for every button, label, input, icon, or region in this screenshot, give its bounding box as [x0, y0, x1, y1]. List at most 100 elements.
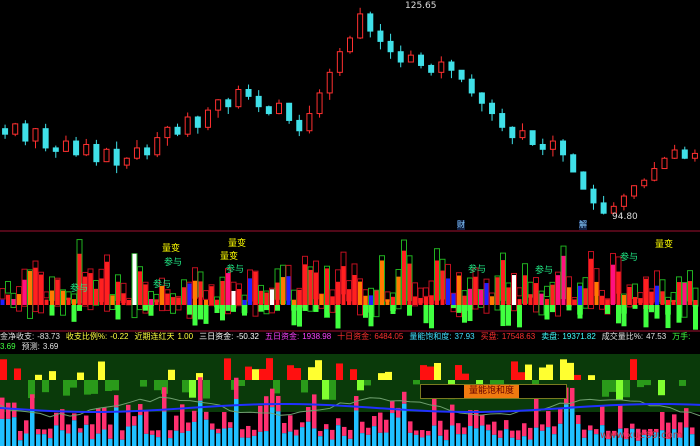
- event-marker[interactable]: 财: [457, 220, 465, 230]
- annotation: 参与: [226, 265, 245, 275]
- pink-bar: [384, 419, 389, 433]
- volume-bar: [578, 285, 582, 305]
- cyan-bar: [510, 437, 515, 446]
- cyan-bar: [144, 433, 149, 446]
- candle-body: [357, 13, 364, 39]
- cyan-bar: [120, 439, 125, 446]
- volume-bar: [594, 281, 599, 305]
- flow-bar: [245, 366, 252, 380]
- outline-bar: [5, 280, 11, 294]
- flow-bar: [560, 359, 567, 380]
- candle-body: [549, 140, 556, 150]
- pink-bar: [420, 430, 425, 438]
- volume-bar: [28, 271, 32, 305]
- moving-average-line: [0, 396, 700, 418]
- volume-bar: [72, 299, 76, 305]
- pink-bar: [684, 408, 689, 428]
- event-marker[interactable]: 解: [579, 220, 587, 230]
- pink-bar: [534, 397, 539, 428]
- cyan-bar: [492, 434, 497, 446]
- volume-bar: [413, 296, 417, 305]
- pink-bar: [378, 412, 383, 433]
- volume-bar: [517, 299, 522, 305]
- volume-bar: [495, 277, 500, 305]
- pink-bar: [666, 422, 671, 439]
- negative-bar: [242, 305, 247, 316]
- volume-bar: [50, 290, 54, 305]
- pink-bar: [576, 415, 581, 424]
- pink-bar: [354, 396, 359, 411]
- cyan-bar: [96, 433, 101, 446]
- candle-body: [590, 188, 597, 204]
- info-item: 成交量比%:: [601, 332, 644, 341]
- negative-bar: [198, 305, 203, 320]
- candle-body: [428, 64, 435, 73]
- cyan-bar: [114, 407, 119, 446]
- volume-bar: [561, 255, 566, 305]
- flow-bar: [154, 380, 161, 391]
- high-price-label: 125.65: [405, 1, 437, 11]
- pink-bar: [486, 424, 491, 431]
- cyan-bar: [174, 430, 179, 446]
- flow-bar: [679, 380, 686, 386]
- annotation: 参与: [153, 280, 172, 290]
- pink-bar: [294, 429, 299, 436]
- candle-body: [438, 61, 445, 73]
- cyan-bar: [690, 434, 695, 446]
- pink-bar: [114, 395, 119, 408]
- candle-body: [194, 116, 201, 128]
- cyan-bar: [324, 429, 329, 446]
- cyan-bar: [162, 411, 167, 446]
- volume-bar: [61, 290, 65, 305]
- flow-bar: [623, 380, 630, 398]
- candle-body: [225, 99, 232, 108]
- pink-bar: [186, 422, 191, 432]
- volume-bar: [248, 278, 252, 305]
- volume-bar: [545, 298, 549, 305]
- info-value: 37.93: [454, 332, 475, 341]
- pink-bar: [546, 411, 551, 428]
- cyan-bar: [534, 427, 539, 446]
- flow-bar: [378, 373, 385, 380]
- negative-bar: [621, 305, 627, 327]
- cyan-bar: [132, 425, 137, 446]
- pink-bar: [462, 427, 467, 435]
- volume-bar: [539, 293, 544, 305]
- pink-bar: [36, 429, 41, 435]
- info-value: -0.22: [110, 332, 129, 341]
- volume-bar: [292, 299, 296, 305]
- pink-bar: [168, 430, 173, 439]
- volume-bar: [677, 282, 681, 305]
- flow-bar: [238, 380, 245, 386]
- info-value: -83.73: [37, 332, 60, 341]
- pink-bar: [282, 422, 287, 434]
- pink-bar: [654, 428, 659, 433]
- info-item: 近期连红天: [134, 332, 175, 341]
- cyan-bar: [666, 438, 671, 446]
- candle-body: [377, 30, 384, 42]
- negative-bar: [577, 305, 583, 319]
- cyan-bar: [108, 438, 113, 446]
- cyan-bar: [360, 433, 365, 446]
- cyan-bar: [342, 435, 347, 446]
- volume-bar: [627, 286, 632, 305]
- candle-body: [133, 147, 140, 159]
- volume-bar: [99, 278, 104, 305]
- candle-body: [397, 51, 404, 63]
- negative-bar: [500, 305, 506, 327]
- info-value: 47.53: [646, 332, 667, 341]
- cyan-bar: [156, 437, 161, 446]
- pink-bar: [30, 394, 35, 411]
- flow-bar: [322, 380, 329, 400]
- volume-bar: [44, 299, 49, 305]
- candle-body: [73, 140, 80, 156]
- volume-bar: [600, 295, 604, 305]
- candle-body: [336, 51, 343, 73]
- pink-bar: [360, 421, 365, 434]
- flow-bar: [35, 374, 42, 380]
- volume-bar: [484, 283, 489, 305]
- flow-bar: [329, 380, 336, 400]
- cyan-bar: [594, 434, 599, 446]
- pink-bar: [156, 430, 161, 438]
- flow-bar: [28, 380, 35, 399]
